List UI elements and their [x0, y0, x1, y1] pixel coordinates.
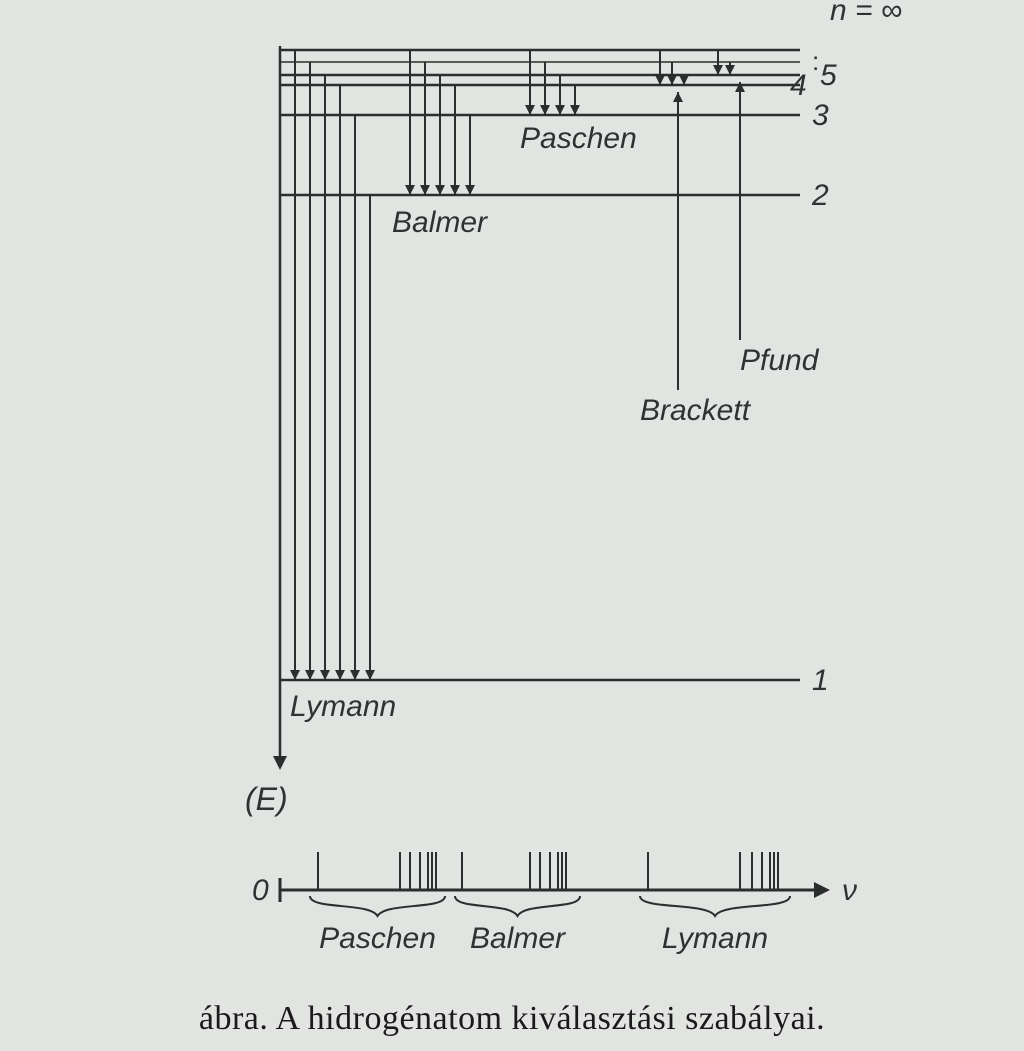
series-label-paschen: Paschen	[520, 122, 637, 155]
arrowhead-icon	[679, 75, 689, 85]
arrowhead-icon	[305, 670, 315, 680]
series-label-brackett: Brackett	[640, 394, 752, 427]
series-label-balmer: Balmer	[392, 206, 488, 239]
level-label-n-inf: n = ∞	[830, 0, 902, 27]
spectrum-zero-label: 0	[252, 874, 269, 907]
series-label-lymann: Lymann	[290, 690, 396, 723]
arrowhead-icon	[405, 185, 415, 195]
arrowhead-icon	[435, 185, 445, 195]
arrowhead-icon	[465, 185, 475, 195]
arrowhead-icon	[814, 882, 830, 898]
arrowhead-icon	[667, 75, 677, 85]
arrowhead-icon	[320, 670, 330, 680]
arrowhead-icon	[540, 105, 550, 115]
arrowhead-icon	[673, 92, 683, 102]
arrowhead-icon	[420, 185, 430, 195]
arrowhead-icon	[555, 105, 565, 115]
arrowhead-icon	[273, 756, 287, 770]
level-ellipsis: :	[812, 46, 819, 76]
arrowhead-icon	[725, 65, 735, 75]
arrowhead-icon	[570, 105, 580, 115]
level-label-n5: 5	[820, 59, 837, 92]
arrowhead-icon	[655, 75, 665, 85]
spectrum-group-label-lymann: Lymann	[662, 922, 768, 955]
spectrum-group-label-paschen: Paschen	[319, 922, 436, 955]
energy-axis-label: (E)	[245, 781, 288, 817]
level-label-n1: 1	[812, 664, 829, 697]
level-label-n3: 3	[812, 99, 829, 132]
arrowhead-icon	[290, 670, 300, 680]
page: { "figure": { "background_color": "#e2e4…	[0, 0, 1024, 1051]
diagram-svg: 12345:n = ∞LymannBalmerPaschenBrackettPf…	[0, 0, 1024, 1051]
brace-lymann	[640, 896, 790, 916]
brace-balmer	[455, 896, 580, 916]
brace-paschen	[310, 896, 445, 916]
arrowhead-icon	[350, 670, 360, 680]
arrowhead-icon	[335, 670, 345, 680]
figure-caption: ábra. A hidrogénatom kiválasztási szabál…	[0, 1000, 1024, 1038]
arrowhead-icon	[450, 185, 460, 195]
spectrum-group-label-balmer: Balmer	[470, 922, 566, 955]
arrowhead-icon	[525, 105, 535, 115]
spectrum-nu-label: ν	[842, 874, 857, 907]
series-label-pfund: Pfund	[740, 344, 820, 377]
arrowhead-icon	[735, 82, 745, 92]
arrowhead-icon	[365, 670, 375, 680]
level-label-n2: 2	[811, 179, 829, 212]
arrowhead-icon	[713, 65, 723, 75]
